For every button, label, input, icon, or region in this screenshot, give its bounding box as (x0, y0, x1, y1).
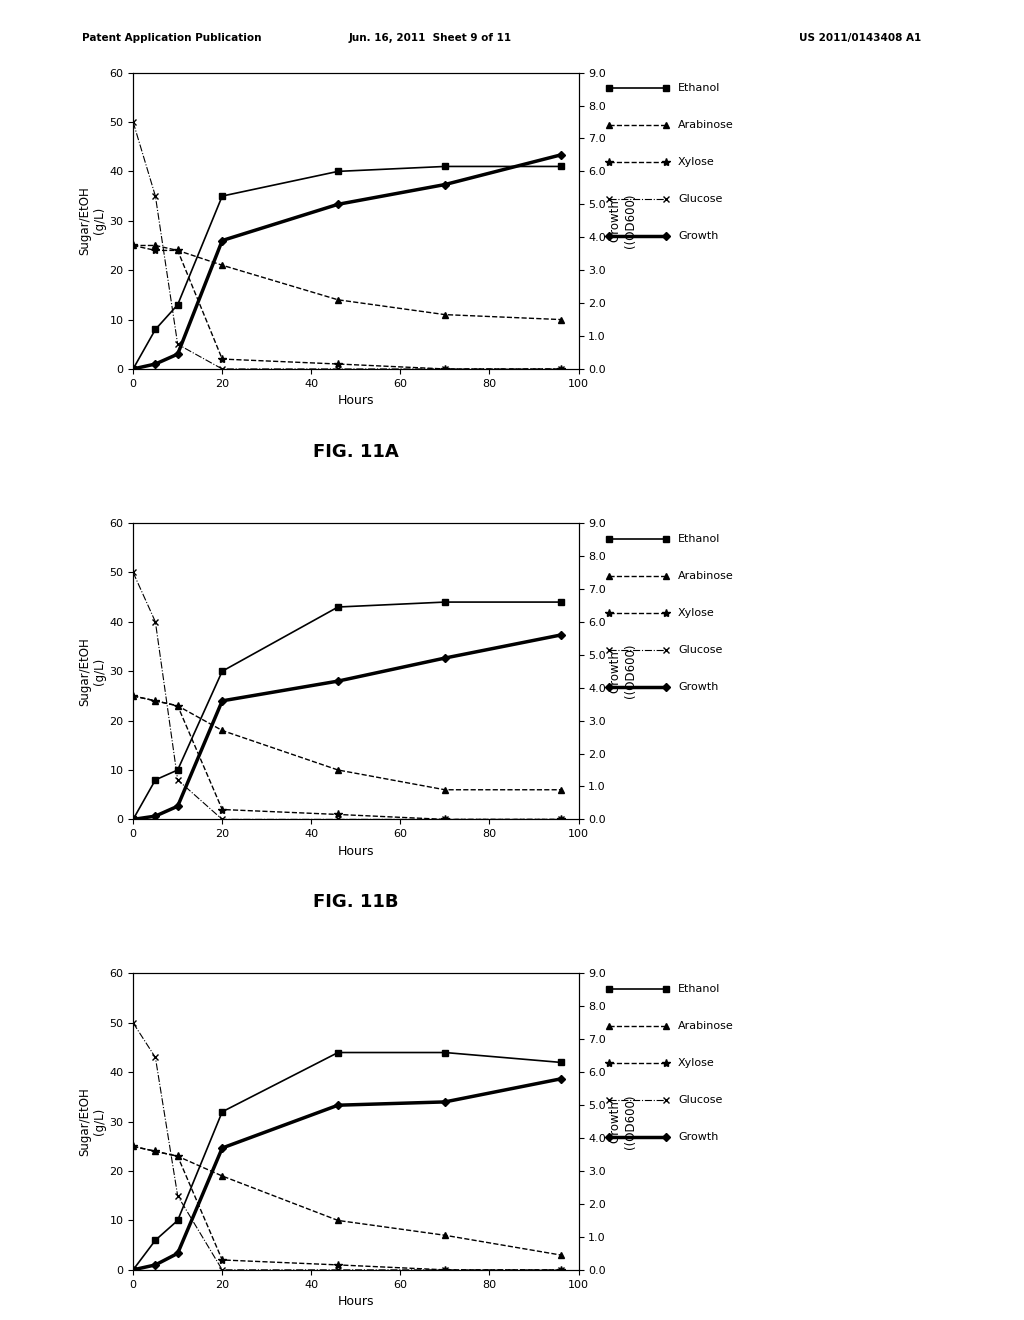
Y-axis label: Sugar/EtOH
(g/L): Sugar/EtOH (g/L) (79, 636, 106, 706)
Y-axis label: Growth
((OD600): Growth ((OD600) (609, 194, 637, 248)
Text: Growth: Growth (678, 231, 718, 242)
Text: Xylose: Xylose (678, 1059, 715, 1068)
Text: Patent Application Publication: Patent Application Publication (82, 33, 261, 44)
X-axis label: Hours: Hours (338, 1295, 374, 1308)
Text: Ethanol: Ethanol (678, 533, 720, 544)
Text: Arabinose: Arabinose (678, 1022, 733, 1031)
Text: US 2011/0143408 A1: US 2011/0143408 A1 (799, 33, 921, 44)
X-axis label: Hours: Hours (338, 845, 374, 858)
Y-axis label: Growth
((OD600): Growth ((OD600) (609, 644, 637, 698)
Text: Xylose: Xylose (678, 607, 715, 618)
Text: Arabinose: Arabinose (678, 570, 733, 581)
Y-axis label: Sugar/EtOH
(g/L): Sugar/EtOH (g/L) (79, 1088, 106, 1156)
Text: Glucose: Glucose (678, 1096, 722, 1105)
Y-axis label: Sugar/EtOH
(g/L): Sugar/EtOH (g/L) (79, 186, 106, 255)
Text: Xylose: Xylose (678, 157, 715, 168)
Text: Growth: Growth (678, 681, 718, 692)
Text: Arabinose: Arabinose (678, 120, 733, 131)
Text: Growth: Growth (678, 1133, 718, 1142)
Text: FIG. 11B: FIG. 11B (313, 894, 398, 912)
Text: FIG. 11A: FIG. 11A (313, 444, 398, 461)
Text: Ethanol: Ethanol (678, 83, 720, 94)
Text: Jun. 16, 2011  Sheet 9 of 11: Jun. 16, 2011 Sheet 9 of 11 (348, 33, 512, 44)
Text: Glucose: Glucose (678, 644, 722, 655)
X-axis label: Hours: Hours (338, 395, 374, 408)
Text: Ethanol: Ethanol (678, 985, 720, 994)
Y-axis label: Growth
((OD600): Growth ((OD600) (609, 1094, 637, 1148)
Text: Glucose: Glucose (678, 194, 722, 205)
